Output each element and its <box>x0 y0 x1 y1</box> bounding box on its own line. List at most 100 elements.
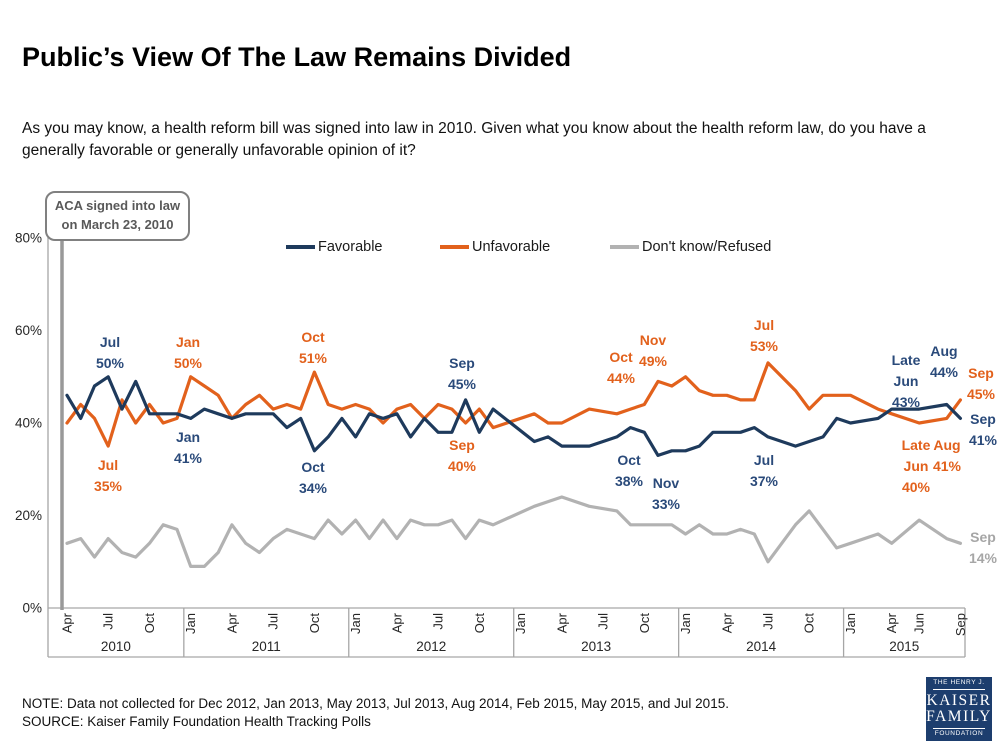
y-tick-label: 40% <box>15 416 42 431</box>
month-tick-label: Jan <box>678 613 693 634</box>
legend-label-unfavorable: Unfavorable <box>472 239 551 255</box>
month-tick-label: Jan <box>183 613 198 634</box>
svg-text:Jul: Jul <box>98 457 118 473</box>
aca-annotation-line1: ACA signed into law <box>54 198 181 214</box>
year-label: 2010 <box>101 639 131 654</box>
svg-text:38%: 38% <box>615 473 644 489</box>
unfavorable-point-label: Sep 40% <box>448 437 477 474</box>
page-title: Public’s View Of The Law Remains Divided <box>22 42 572 72</box>
favorable-point-label: Late Jun 43% <box>892 352 921 410</box>
y-tick-label: 60% <box>15 323 42 338</box>
svg-text:50%: 50% <box>174 355 203 371</box>
svg-text:Oct: Oct <box>609 349 633 365</box>
svg-text:45%: 45% <box>448 376 477 392</box>
svg-text:Jan: Jan <box>176 334 200 350</box>
svg-text:34%: 34% <box>299 480 328 496</box>
favorable-point-label: Sep 45% <box>448 355 477 392</box>
dontknow-point-label: Sep 14% <box>969 529 998 566</box>
y-tick-label: 0% <box>22 601 42 616</box>
unfavorable-point-label: Sep 45% <box>967 365 996 402</box>
svg-text:Nov: Nov <box>653 475 680 491</box>
svg-text:Jun: Jun <box>894 373 919 389</box>
unfavorable-point-label: Aug 41% <box>933 437 962 474</box>
month-tick-label: Oct <box>802 613 817 634</box>
svg-text:Jun: Jun <box>904 458 929 474</box>
svg-text:Jul: Jul <box>754 317 774 333</box>
dontknow-line-swatch <box>610 245 639 249</box>
svg-text:45%: 45% <box>967 386 996 402</box>
year-label: 2013 <box>581 639 611 654</box>
unfavorable-point-label: Nov 49% <box>639 332 668 369</box>
note-text: NOTE: Data not collected for Dec 2012, J… <box>22 696 729 711</box>
month-tick-label: Jul <box>266 613 281 630</box>
year-label: 2014 <box>746 639 777 654</box>
svg-text:40%: 40% <box>902 479 931 495</box>
legend-label-dontknow: Don't know/Refused <box>642 239 772 255</box>
svg-text:50%: 50% <box>96 355 125 371</box>
year-label: 2015 <box>889 639 919 654</box>
favorable-point-label: Jul 50% <box>96 334 125 371</box>
svg-text:44%: 44% <box>930 364 959 380</box>
year-label: 2011 <box>252 639 281 654</box>
svg-text:Late: Late <box>902 437 931 453</box>
legend-label-favorable: Favorable <box>318 239 383 255</box>
svg-text:41%: 41% <box>174 450 203 466</box>
month-tick-label: Oct <box>637 613 652 634</box>
month-tick-label: Jan <box>843 613 858 634</box>
survey-question-text: As you may know, a health reform bill wa… <box>22 120 926 160</box>
month-tick-label: Apr <box>554 612 569 633</box>
favorable-point-label: Sep 41% <box>969 411 998 448</box>
dontknow-line <box>65 495 963 569</box>
logo-rule-top <box>933 689 985 691</box>
svg-text:Sep: Sep <box>968 365 994 381</box>
month-tick-label: Sep <box>953 613 968 636</box>
svg-text:41%: 41% <box>933 458 962 474</box>
legend-item-favorable: Favorable <box>286 239 382 255</box>
svg-text:51%: 51% <box>299 350 328 366</box>
y-tick-label: 20% <box>15 508 42 523</box>
favorable-line <box>65 375 963 457</box>
favorable-point-label: Oct 38% <box>615 452 644 489</box>
logo-line-foundation: FOUNDATION <box>934 730 984 738</box>
unfavorable-point-label: Late Jun 40% <box>902 437 931 495</box>
aca-annotation-box: ACA signed into law on March 23, 2010 <box>45 191 190 241</box>
favorable-line-swatch <box>286 245 315 249</box>
svg-text:Aug: Aug <box>933 437 960 453</box>
logo-line-henry: THE HENRY J. <box>933 679 985 687</box>
unfavorable-point-label: Jul 35% <box>94 457 123 494</box>
svg-text:Sep: Sep <box>970 529 996 545</box>
unfavorable-point-label: Oct 44% <box>607 349 636 386</box>
month-tick-label: Apr <box>224 612 239 633</box>
favorable-point-label: Nov 33% <box>652 475 681 512</box>
svg-text:41%: 41% <box>969 432 998 448</box>
svg-text:14%: 14% <box>969 550 998 566</box>
month-tick-label: Jul <box>101 613 116 630</box>
logo-line-kaiser: KAISER <box>926 691 992 709</box>
month-tick-label: Jun <box>912 613 927 634</box>
y-tick-label: 80% <box>15 231 42 246</box>
month-tick-label: Apr <box>884 612 899 633</box>
month-tick-label: Oct <box>472 613 487 634</box>
svg-text:37%: 37% <box>750 473 779 489</box>
logo-rule-bottom <box>933 727 985 729</box>
svg-text:Jul: Jul <box>754 452 774 468</box>
month-tick-label: Jul <box>760 613 775 630</box>
unfavorable-point-label: Jan 50% <box>174 334 203 371</box>
source-text: SOURCE: Kaiser Family Foundation Health … <box>22 714 371 729</box>
month-tick-label: Jul <box>431 613 446 630</box>
month-tick-label: Apr <box>60 612 75 633</box>
month-tick-label: Jul <box>596 613 611 630</box>
legend-item-unfavorable: Unfavorable <box>440 239 550 255</box>
svg-text:53%: 53% <box>750 338 779 354</box>
svg-text:Sep: Sep <box>449 355 475 371</box>
unfavorable-line-swatch <box>440 245 469 249</box>
legend-item-dontknow: Don't know/Refused <box>610 239 771 255</box>
svg-text:33%: 33% <box>652 496 681 512</box>
aca-annotation-line2: on March 23, 2010 <box>61 217 174 232</box>
month-tick-label: Apr <box>719 612 734 633</box>
logo-line-family: FAMILY <box>926 708 992 725</box>
favorable-point-label: Jan 41% <box>174 429 203 466</box>
year-label: 2012 <box>416 639 446 654</box>
